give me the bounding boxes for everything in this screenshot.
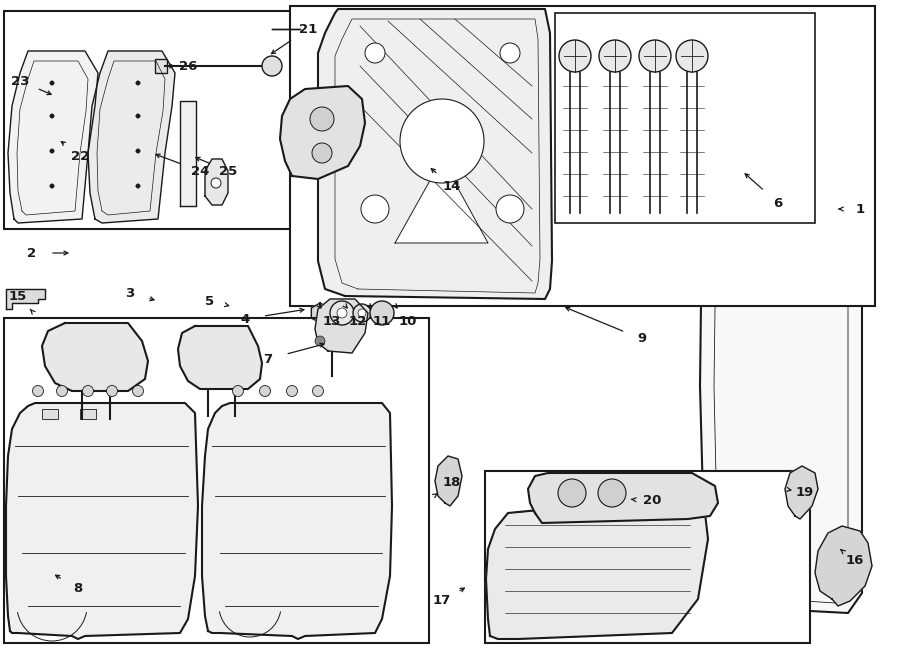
Circle shape xyxy=(365,43,385,63)
Bar xyxy=(4,318,429,643)
Circle shape xyxy=(50,114,54,118)
Bar xyxy=(42,409,58,419)
Text: 15: 15 xyxy=(9,290,27,303)
Text: 3: 3 xyxy=(125,286,135,299)
Bar xyxy=(4,11,292,229)
Circle shape xyxy=(500,43,520,63)
Polygon shape xyxy=(280,86,365,179)
Circle shape xyxy=(286,385,298,397)
Circle shape xyxy=(358,309,366,317)
Text: 8: 8 xyxy=(74,582,83,596)
Circle shape xyxy=(330,301,354,325)
Polygon shape xyxy=(6,403,198,639)
Circle shape xyxy=(259,385,271,397)
Circle shape xyxy=(106,385,118,397)
Polygon shape xyxy=(42,323,148,391)
Circle shape xyxy=(353,304,371,322)
Circle shape xyxy=(136,149,140,153)
Text: 20: 20 xyxy=(643,494,662,508)
Circle shape xyxy=(559,40,591,72)
Circle shape xyxy=(599,40,631,72)
Circle shape xyxy=(496,195,524,223)
Circle shape xyxy=(50,149,54,153)
Text: 21: 21 xyxy=(299,22,317,36)
Polygon shape xyxy=(8,51,98,223)
Polygon shape xyxy=(815,526,872,606)
Polygon shape xyxy=(202,403,392,639)
Text: 26: 26 xyxy=(179,59,197,73)
Circle shape xyxy=(211,178,221,188)
Polygon shape xyxy=(318,9,552,299)
Polygon shape xyxy=(315,299,368,353)
Circle shape xyxy=(312,385,323,397)
Text: 4: 4 xyxy=(240,313,249,325)
Circle shape xyxy=(32,385,43,397)
Circle shape xyxy=(310,107,334,131)
Text: 12: 12 xyxy=(349,315,367,327)
Text: 14: 14 xyxy=(443,180,461,192)
Text: 25: 25 xyxy=(219,165,237,178)
Polygon shape xyxy=(435,456,462,506)
Circle shape xyxy=(676,40,708,72)
Circle shape xyxy=(312,143,332,163)
Polygon shape xyxy=(180,101,196,206)
Polygon shape xyxy=(178,326,262,389)
Circle shape xyxy=(50,81,54,85)
Text: 16: 16 xyxy=(846,555,864,568)
Circle shape xyxy=(83,385,94,397)
Text: 18: 18 xyxy=(443,477,461,490)
Bar xyxy=(290,6,875,306)
Circle shape xyxy=(136,114,140,118)
Text: 6: 6 xyxy=(773,196,783,210)
Polygon shape xyxy=(700,196,862,613)
Circle shape xyxy=(315,336,325,346)
Circle shape xyxy=(136,81,140,85)
Circle shape xyxy=(639,40,671,72)
Polygon shape xyxy=(311,303,328,323)
Circle shape xyxy=(57,385,68,397)
Text: 5: 5 xyxy=(205,295,214,307)
Polygon shape xyxy=(88,51,175,223)
Text: 19: 19 xyxy=(796,486,814,500)
Polygon shape xyxy=(205,159,228,205)
Polygon shape xyxy=(528,473,718,523)
Circle shape xyxy=(400,99,484,183)
Text: 17: 17 xyxy=(433,594,451,607)
Text: 11: 11 xyxy=(373,315,392,327)
Circle shape xyxy=(136,184,140,188)
Bar xyxy=(155,59,167,73)
Text: 9: 9 xyxy=(637,332,646,346)
Polygon shape xyxy=(486,499,708,639)
Text: 2: 2 xyxy=(27,247,37,260)
Text: 7: 7 xyxy=(264,352,273,366)
Bar xyxy=(555,13,815,223)
Circle shape xyxy=(361,195,389,223)
Text: 23: 23 xyxy=(11,75,29,87)
Circle shape xyxy=(558,479,586,507)
Circle shape xyxy=(132,385,143,397)
Circle shape xyxy=(337,308,347,318)
Text: 22: 22 xyxy=(71,149,89,163)
Circle shape xyxy=(598,479,626,507)
Text: 13: 13 xyxy=(323,315,341,327)
Polygon shape xyxy=(785,466,818,519)
Circle shape xyxy=(370,301,394,325)
Bar xyxy=(80,409,96,419)
Text: 24: 24 xyxy=(191,165,209,178)
Circle shape xyxy=(50,184,54,188)
Text: 1: 1 xyxy=(855,202,865,215)
Polygon shape xyxy=(395,159,488,243)
Circle shape xyxy=(232,385,244,397)
Polygon shape xyxy=(6,289,45,309)
Text: 10: 10 xyxy=(399,315,418,327)
Bar xyxy=(485,471,810,643)
Circle shape xyxy=(262,56,282,76)
